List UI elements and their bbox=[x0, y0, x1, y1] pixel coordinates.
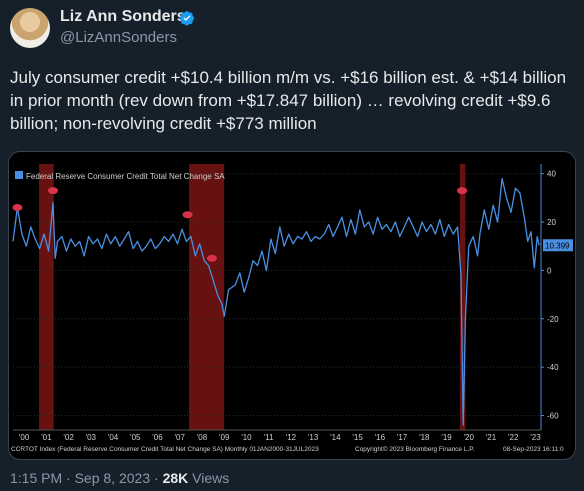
x-tick-label: '02 bbox=[63, 433, 74, 442]
author-handle[interactable]: @LizAnnSonders bbox=[60, 29, 177, 46]
tweet-meta: 1:15 PM · Sep 8, 2023 · 28K Views bbox=[10, 470, 229, 486]
x-tick-label: '18 bbox=[419, 433, 430, 442]
meta-separator: · bbox=[62, 470, 75, 486]
chart-footer-date: 08-Sep-2023 16:11:0 bbox=[503, 446, 564, 453]
event-marker bbox=[12, 204, 23, 212]
legend-swatch bbox=[15, 171, 23, 179]
event-marker bbox=[48, 187, 59, 195]
tweet-text: July consumer credit +$10.4 billion m/m … bbox=[10, 68, 567, 133]
consumer-credit-chart: 40 20 0 -20 -40 -60 '00 '01 '02 '03 '04 '05 '06 '07 '0… bbox=[11, 164, 573, 453]
x-tick-label: '13 bbox=[308, 433, 319, 442]
x-tick-label: '17 bbox=[397, 433, 408, 442]
avatar[interactable] bbox=[10, 8, 50, 48]
x-tick-label: '01 bbox=[41, 433, 52, 442]
x-tick-label: '16 bbox=[375, 433, 386, 442]
x-tick-label: '04 bbox=[108, 433, 119, 442]
x-tick-label: '11 bbox=[264, 433, 274, 442]
x-tick-label: '03 bbox=[86, 433, 97, 442]
x-tick-label: '06 bbox=[152, 433, 163, 442]
last-value-label: 10.399 bbox=[545, 241, 570, 250]
recession-band bbox=[39, 164, 54, 430]
x-tick-label: '21 bbox=[486, 433, 497, 442]
x-tick-label: '14 bbox=[330, 433, 341, 442]
x-tick-label: '19 bbox=[441, 433, 452, 442]
recession-band bbox=[459, 164, 466, 430]
y-tick-label: 40 bbox=[547, 170, 556, 179]
views-label: Views bbox=[188, 470, 230, 486]
series-line bbox=[12, 177, 540, 426]
x-tick-label: '20 bbox=[464, 433, 475, 442]
y-tick-label: 20 bbox=[547, 218, 556, 227]
author-name[interactable]: Liz Ann Sonders bbox=[60, 8, 186, 25]
verified-badge-icon bbox=[179, 11, 194, 26]
x-tick-label: '08 bbox=[197, 433, 208, 442]
x-tick-label: '09 bbox=[219, 433, 230, 442]
tweet-date[interactable]: Sep 8, 2023 bbox=[74, 470, 151, 486]
last-value-box bbox=[543, 239, 573, 252]
chart-footer-source: CCRTOT Index (Federal Reserve Consumer C… bbox=[11, 446, 319, 453]
x-tick-label: '00 bbox=[19, 433, 30, 442]
x-tick-label: '23 bbox=[530, 433, 541, 442]
views-count: 28K bbox=[162, 470, 189, 486]
x-tick-label: '15 bbox=[352, 433, 363, 442]
legend-label: Federal Reserve Consumer Credit Total Ne… bbox=[26, 172, 225, 181]
x-tick-label: '05 bbox=[130, 433, 141, 442]
event-marker bbox=[206, 254, 217, 262]
x-tick-label: '07 bbox=[175, 433, 186, 442]
x-tick-label: '12 bbox=[286, 433, 297, 442]
event-marker bbox=[182, 211, 193, 219]
chart-footer-copyright: Copyright© 2023 Bloomberg Finance L.P. bbox=[355, 445, 475, 453]
meta-separator: · bbox=[150, 470, 163, 486]
y-tick-label: 0 bbox=[547, 266, 552, 275]
y-tick-label: -60 bbox=[547, 411, 559, 420]
x-tick-label: '22 bbox=[508, 433, 519, 442]
y-tick-label: -20 bbox=[547, 315, 559, 324]
tweet-time[interactable]: 1:15 PM bbox=[10, 470, 63, 486]
x-tick-label: '10 bbox=[241, 433, 252, 442]
chart-image[interactable]: 40 20 0 -20 -40 -60 '00 '01 '02 '03 '04 '05 '06 '07 '0… bbox=[8, 151, 576, 460]
y-tick-label: -40 bbox=[547, 363, 559, 372]
event-marker bbox=[457, 187, 468, 195]
